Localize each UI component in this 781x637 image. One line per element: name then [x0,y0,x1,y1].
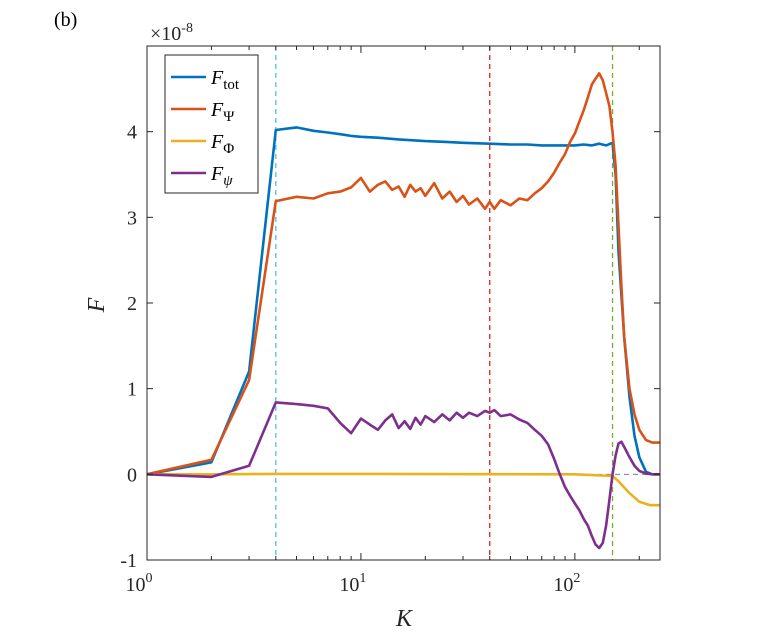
y-multiplier-label: ×10-8 [150,21,193,45]
legend-entry-F_Psi: FΨ [210,99,235,125]
x-tick-label: 100 [126,571,153,596]
y-tick-label: 0 [127,464,137,486]
x-tick-label: 101 [339,571,366,596]
legend-entry-F_psi: Fψ [210,163,233,189]
series-line-F_Phi [147,472,660,507]
y-axis-label: F [84,297,110,313]
legend-entry-F_Phi: FΦ [210,131,234,157]
legend: Ftot FΨ FΦ Fψ [164,54,259,194]
y-tick-label: 4 [127,122,137,144]
y-tick-label: 3 [127,207,137,229]
panel-label: (b) [54,9,77,31]
x-tick-label: 102 [553,571,580,596]
legend-entry-F_tot: Ftot [210,67,240,93]
x-axis-ticks: 100 101 102 [126,46,640,596]
plot-area [146,46,660,560]
y-tick-label: -1 [120,550,137,572]
series-line-F_Psi [146,72,660,476]
x-axis-label: K [395,606,414,632]
series-line-F_psi [146,401,660,550]
y-tick-label: 1 [127,379,137,401]
y-tick-label: 2 [127,293,137,315]
y-axis-ticks: -1 0 1 2 3 4 [120,122,660,572]
